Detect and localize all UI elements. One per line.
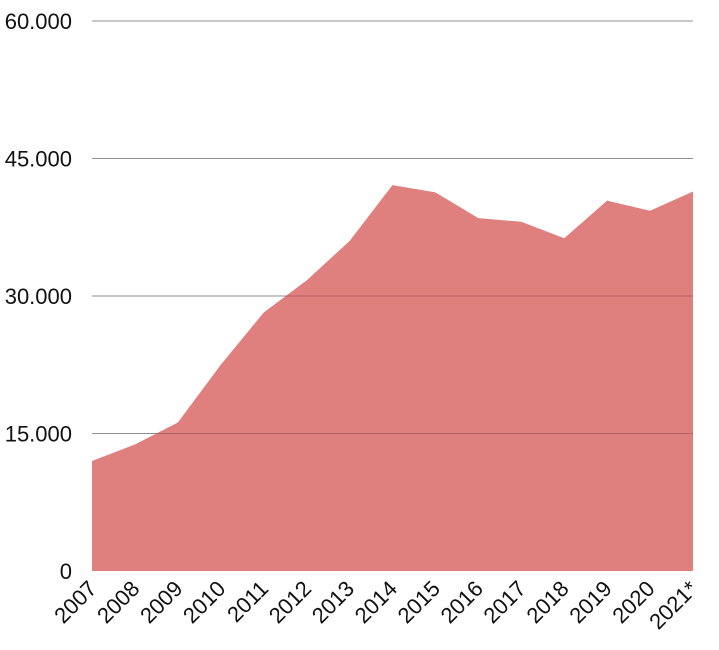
- x-tick-label: 2015: [393, 576, 445, 628]
- x-tick-label: 2008: [92, 576, 144, 628]
- x-tick-label: 2017: [479, 576, 531, 628]
- x-tick-label: 2007: [49, 576, 101, 628]
- x-tick-label: 2011: [222, 576, 273, 627]
- x-tick-label: 2009: [135, 576, 187, 628]
- x-tick-label: 2019: [564, 576, 616, 628]
- x-tick-label: 2018: [521, 576, 573, 628]
- x-tick-label: 2021*: [644, 576, 703, 635]
- y-tick-label: 30.000: [5, 284, 72, 309]
- area-series: [91, 184, 694, 571]
- y-tick-label: 0: [60, 559, 72, 584]
- y-tick-label: 60.000: [5, 9, 72, 34]
- x-tick-label: 2014: [350, 576, 402, 628]
- x-tick-label: 2012: [264, 576, 316, 628]
- x-tick-label: 2013: [307, 576, 359, 628]
- grid-overlay: [92, 20, 693, 434]
- y-tick-label: 15.000: [5, 422, 72, 447]
- x-tick-label: 2016: [436, 576, 488, 628]
- area-fill: [92, 185, 693, 571]
- x-axis-tick-labels: 2007200820092010201120122013201420152016…: [49, 576, 703, 635]
- y-axis-tick-labels: 0 15.000 30.000 45.000 60.000: [5, 9, 72, 584]
- x-tick-label: 2010: [178, 576, 230, 628]
- y-tick-label: 45.000: [5, 147, 72, 172]
